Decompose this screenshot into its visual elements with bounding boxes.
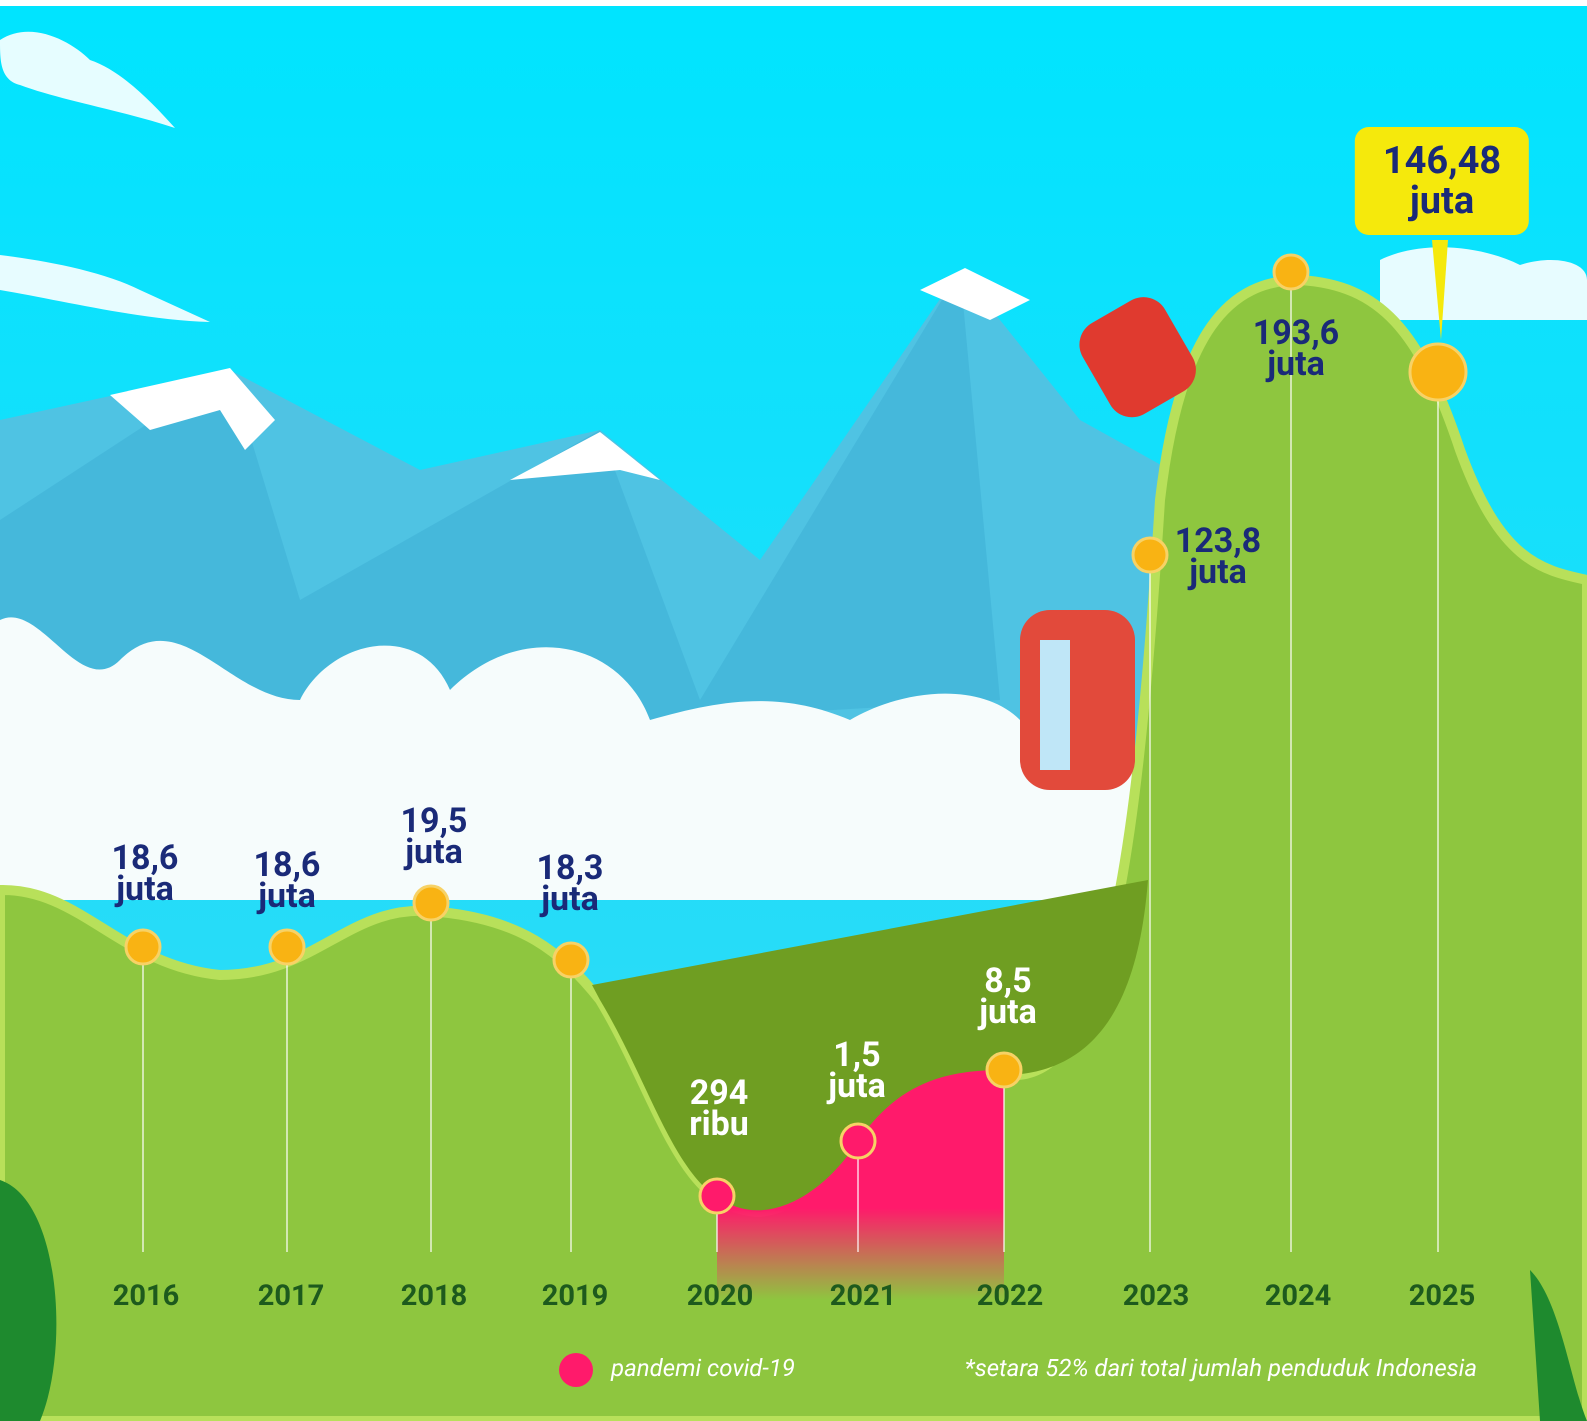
x-tick-label: 2018	[400, 1279, 468, 1313]
data-point	[412, 884, 450, 922]
data-point	[124, 928, 162, 966]
value-label: 19,5 juta	[400, 801, 468, 872]
value-label: 1,5 juta	[828, 1035, 886, 1106]
valley	[592, 880, 1148, 1212]
value-label: 193,6 juta	[1252, 313, 1340, 384]
data-point	[1408, 342, 1468, 402]
footnote: *setara 52% dari total jumlah penduduk I…	[964, 1354, 1477, 1382]
value-label: 123,8 juta	[1174, 521, 1262, 592]
x-tick-label: 2025	[1408, 1279, 1476, 1313]
car	[1079, 297, 1196, 418]
mountain-shade	[0, 270, 1000, 760]
x-tick-label: 2017	[257, 1279, 325, 1313]
data-point	[552, 941, 590, 979]
callout-pointer	[1432, 240, 1448, 340]
x-tick-label: 2022	[976, 1279, 1044, 1313]
data-point	[985, 1051, 1023, 1089]
x-tick-label: 2024	[1264, 1279, 1332, 1313]
data-point	[268, 928, 306, 966]
data-point	[698, 1177, 736, 1215]
value-label: 146,48 juta	[1354, 127, 1530, 235]
legend-label: pandemi covid-19	[611, 1354, 795, 1382]
snow	[110, 268, 1030, 480]
x-tick-label: 2023	[1122, 1279, 1190, 1313]
bus	[1020, 610, 1135, 790]
clouds	[0, 617, 1160, 900]
x-tick-label: 2019	[541, 1279, 609, 1313]
sky-clouds	[0, 31, 1587, 322]
x-tick-label: 2016	[112, 1279, 180, 1313]
pandemic-area	[717, 1070, 1004, 1300]
data-point	[839, 1122, 877, 1160]
value-label: 18,3 juta	[536, 848, 604, 919]
value-label: 294 ribu	[689, 1073, 749, 1144]
top-strip	[0, 0, 1587, 6]
value-label: 18,6 juta	[111, 838, 179, 909]
data-point	[1131, 536, 1169, 574]
value-label: 8,5 juta	[979, 961, 1037, 1032]
value-label: 18,6 juta	[253, 845, 321, 916]
legend-marker	[559, 1353, 593, 1387]
data-point	[1272, 253, 1310, 291]
x-tick-label: 2021	[829, 1279, 897, 1313]
x-tick-label: 2020	[686, 1279, 754, 1313]
